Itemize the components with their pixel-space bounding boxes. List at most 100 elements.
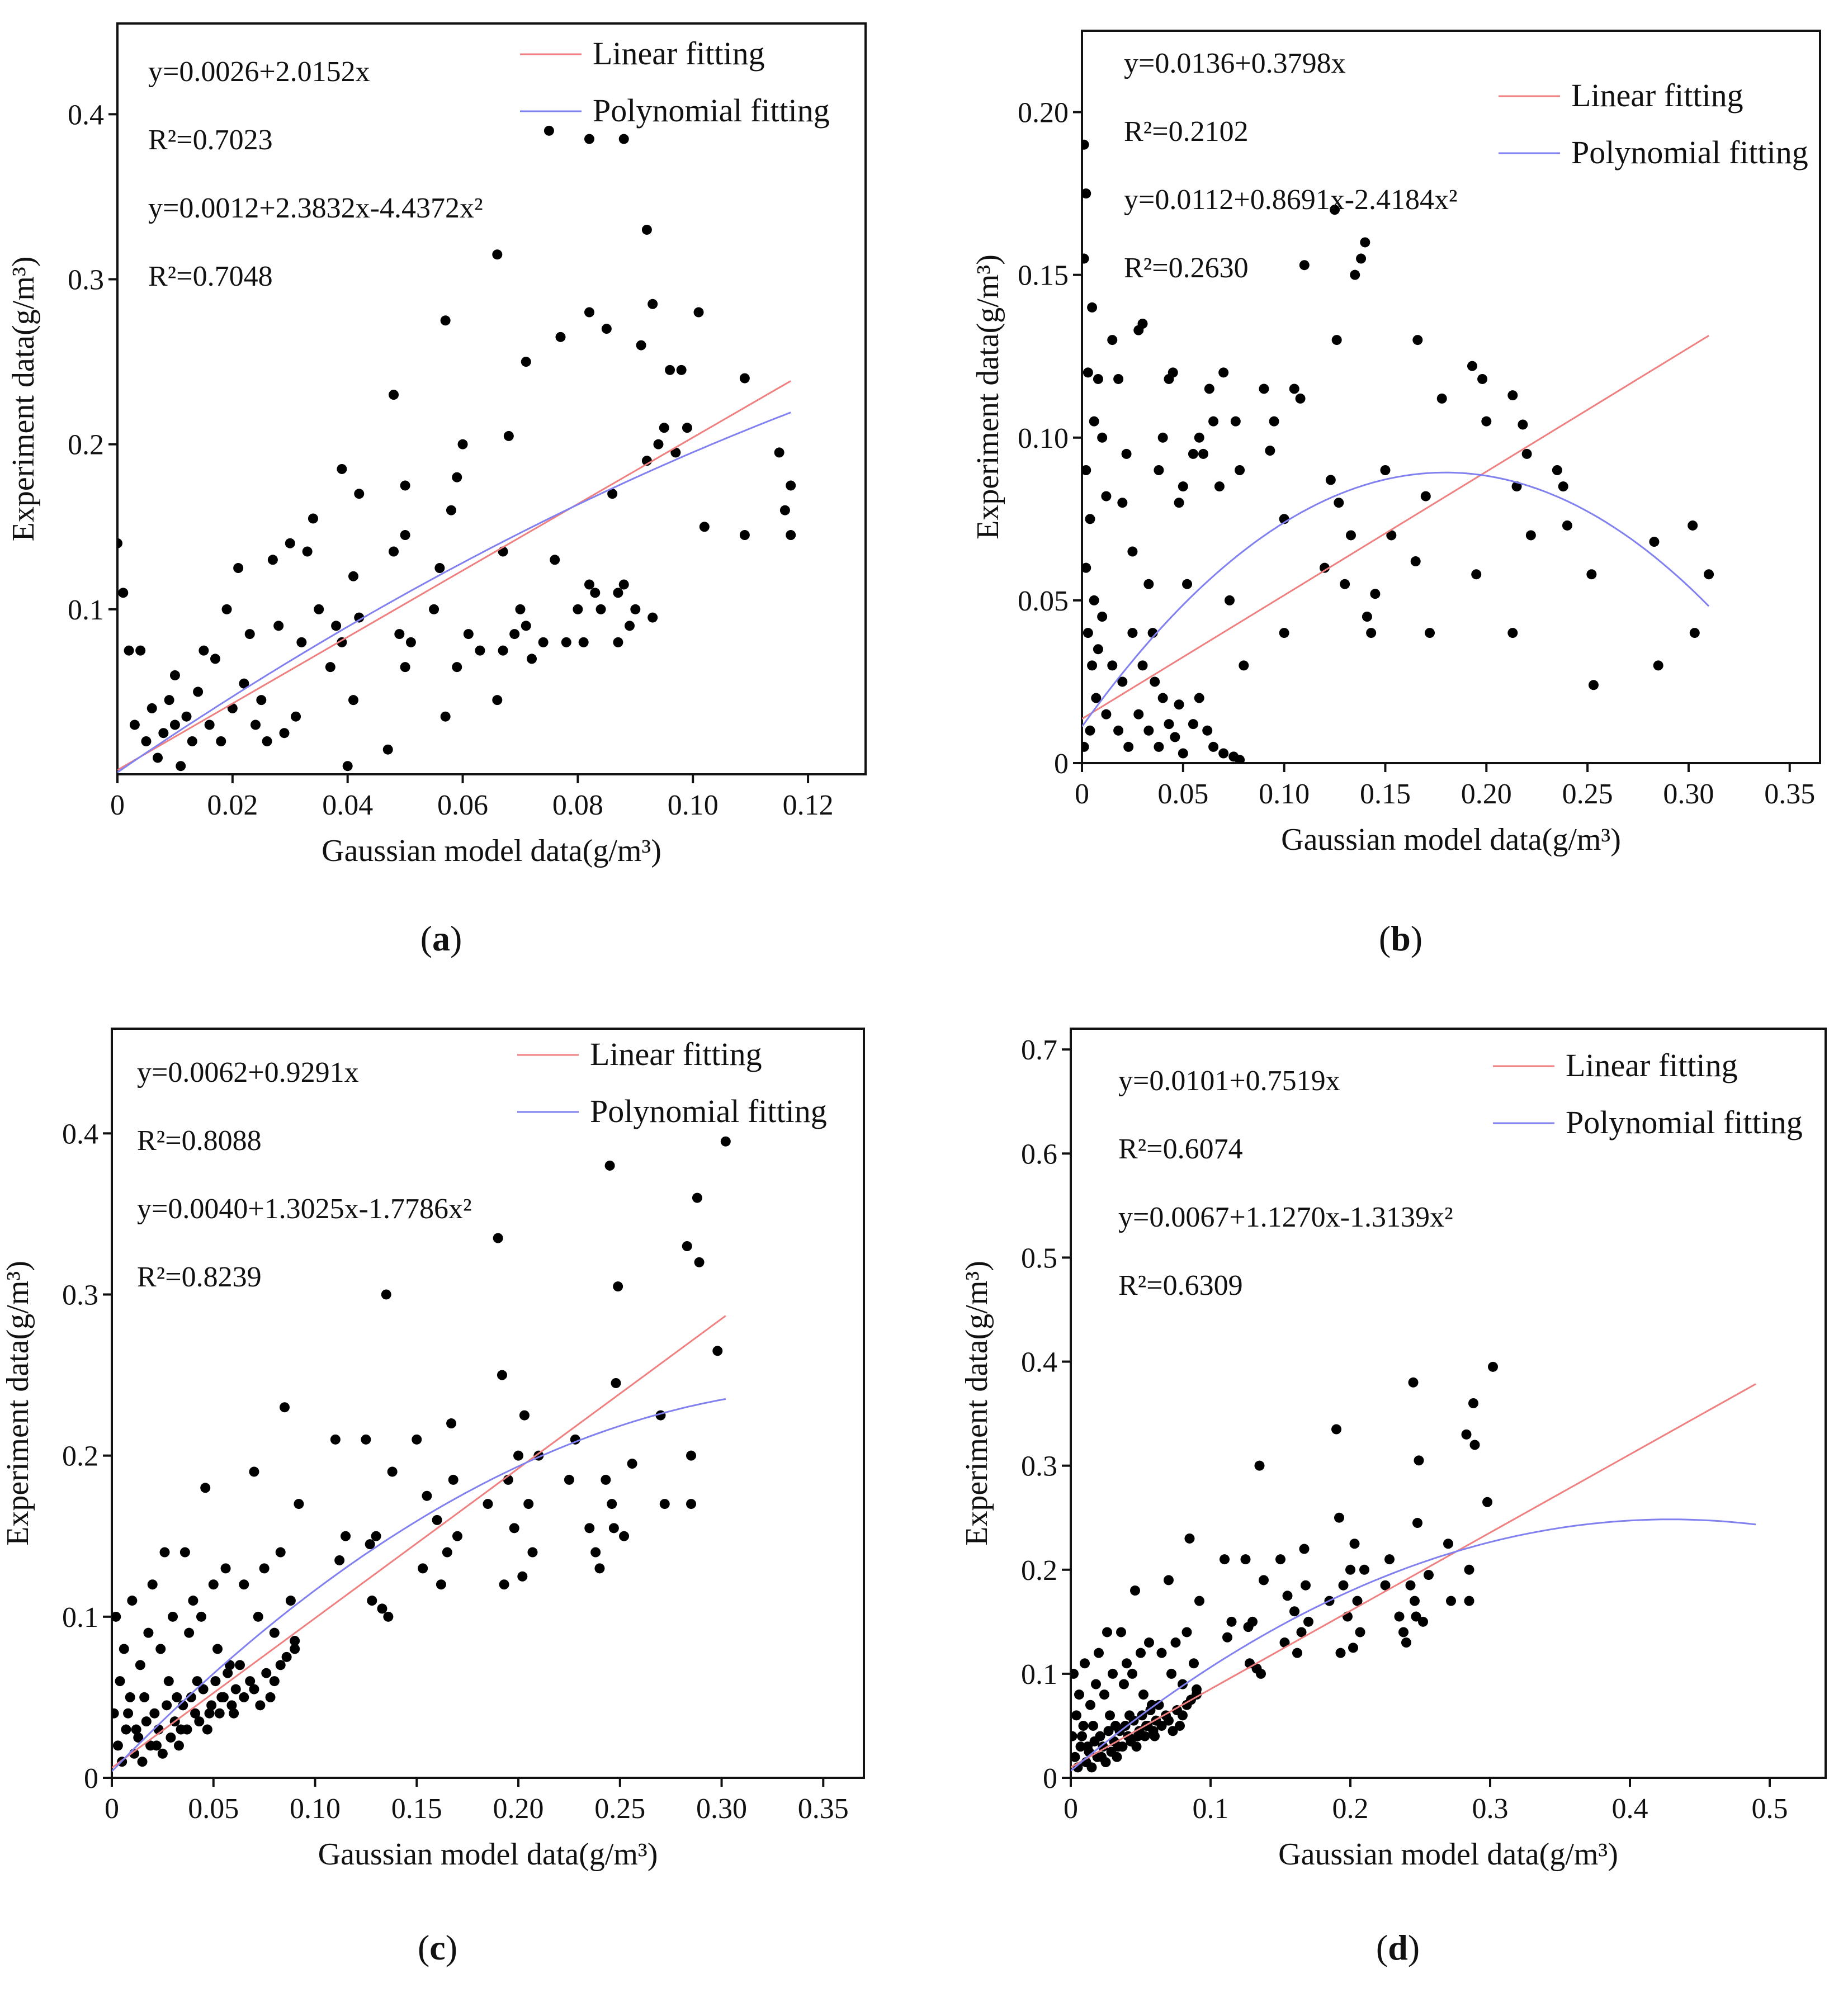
x-tick-label: 0.1 <box>1193 1793 1229 1825</box>
data-point <box>1398 1627 1409 1637</box>
data-point <box>463 629 474 640</box>
x-tick-label: 0 <box>110 789 125 821</box>
data-point <box>1269 416 1279 427</box>
data-point <box>400 662 410 673</box>
data-point <box>267 555 278 565</box>
data-point <box>429 604 439 614</box>
data-point <box>538 637 549 647</box>
data-point <box>220 1563 231 1574</box>
data-point <box>434 563 445 574</box>
data-point <box>330 1434 341 1445</box>
data-point <box>256 695 267 706</box>
data-point <box>1164 1715 1174 1726</box>
data-point <box>493 1233 503 1243</box>
data-point <box>418 1563 428 1574</box>
data-point <box>285 538 295 548</box>
data-point <box>595 604 606 614</box>
legend: Linear fitting Polynomial fitting <box>517 1036 827 1129</box>
data-point <box>647 612 658 623</box>
data-point <box>1218 748 1229 759</box>
data-point <box>1157 693 1168 703</box>
data-point <box>1102 1627 1112 1637</box>
data-point <box>112 1740 123 1751</box>
data-point <box>613 637 623 647</box>
data-point <box>169 720 180 730</box>
data-point <box>1082 465 1091 475</box>
data-point <box>1164 719 1174 730</box>
fit-equation: y=0.0040+1.3025x-1.7786x² <box>137 1193 472 1225</box>
data-point <box>269 1676 280 1687</box>
data-point <box>1157 432 1168 443</box>
data-point <box>1085 514 1095 524</box>
legend-linear-label: Linear fitting <box>1566 1047 1738 1083</box>
data-point <box>475 645 485 656</box>
y-tick-label: 0.1 <box>62 1602 98 1634</box>
data-point <box>1188 719 1198 730</box>
data-point <box>1366 628 1377 638</box>
data-point <box>1122 1658 1132 1669</box>
data-point <box>208 1579 219 1590</box>
data-point <box>1080 1658 1090 1669</box>
data-point <box>1380 1580 1391 1591</box>
data-point <box>1289 384 1299 394</box>
x-tick-label: 0.12 <box>783 789 834 821</box>
data-point <box>1137 660 1148 671</box>
fit-equation: R²=0.2102 <box>1124 116 1249 148</box>
data-point <box>440 711 451 722</box>
data-point <box>1345 1564 1355 1575</box>
data-point <box>135 1660 145 1670</box>
data-point <box>1121 448 1132 459</box>
data-point <box>1164 1575 1174 1585</box>
data-point <box>367 1596 377 1606</box>
data-point <box>1649 537 1660 547</box>
data-point <box>1275 1554 1285 1565</box>
panel-caption: (c) <box>418 1928 457 1967</box>
data-point <box>1178 1710 1188 1721</box>
data-point <box>1225 595 1235 605</box>
data-point <box>341 1531 351 1541</box>
x-tick-label: 0.02 <box>207 789 258 821</box>
data-point <box>172 1692 182 1702</box>
data-point <box>1204 384 1214 394</box>
data-point <box>665 365 675 375</box>
data-point <box>636 340 646 351</box>
data-point <box>235 1660 245 1670</box>
data-point <box>137 1757 148 1767</box>
data-point <box>1464 1564 1474 1575</box>
fit-equation: R²=0.6074 <box>1118 1133 1243 1165</box>
data-point <box>1355 1627 1365 1637</box>
data-point <box>1154 741 1164 752</box>
data-point <box>325 662 335 673</box>
data-point <box>279 728 290 739</box>
data-point <box>389 546 399 557</box>
plot-area <box>112 1136 731 1772</box>
fit-equation: y=0.0012+2.3832x-4.4372x² <box>148 192 483 224</box>
data-point <box>1097 432 1108 443</box>
data-point <box>509 1523 519 1534</box>
panel-caption-letter: c <box>429 1928 445 1967</box>
data-point <box>131 1724 141 1735</box>
y-tick-label: 0.05 <box>1018 585 1069 617</box>
data-point <box>1689 628 1700 638</box>
data-point <box>249 1466 259 1477</box>
x-tick-label: 0.10 <box>668 789 719 821</box>
data-point <box>1301 1580 1311 1591</box>
data-point <box>1558 481 1568 492</box>
data-point <box>1097 612 1108 622</box>
x-tick-label: 0.3 <box>1472 1793 1509 1825</box>
data-point <box>168 1611 178 1622</box>
data-point <box>1331 335 1342 346</box>
data-point <box>294 1499 304 1509</box>
data-point <box>653 439 664 449</box>
data-point <box>527 654 537 664</box>
data-point <box>405 637 416 647</box>
data-point <box>1418 1616 1428 1627</box>
data-point <box>1325 475 1336 485</box>
data-point <box>115 1676 125 1687</box>
data-point <box>779 505 790 515</box>
data-point <box>1178 481 1188 492</box>
data-point <box>348 695 358 706</box>
data-point <box>1202 725 1213 736</box>
x-tick-label: 0.15 <box>1360 778 1411 810</box>
data-point <box>521 621 531 631</box>
